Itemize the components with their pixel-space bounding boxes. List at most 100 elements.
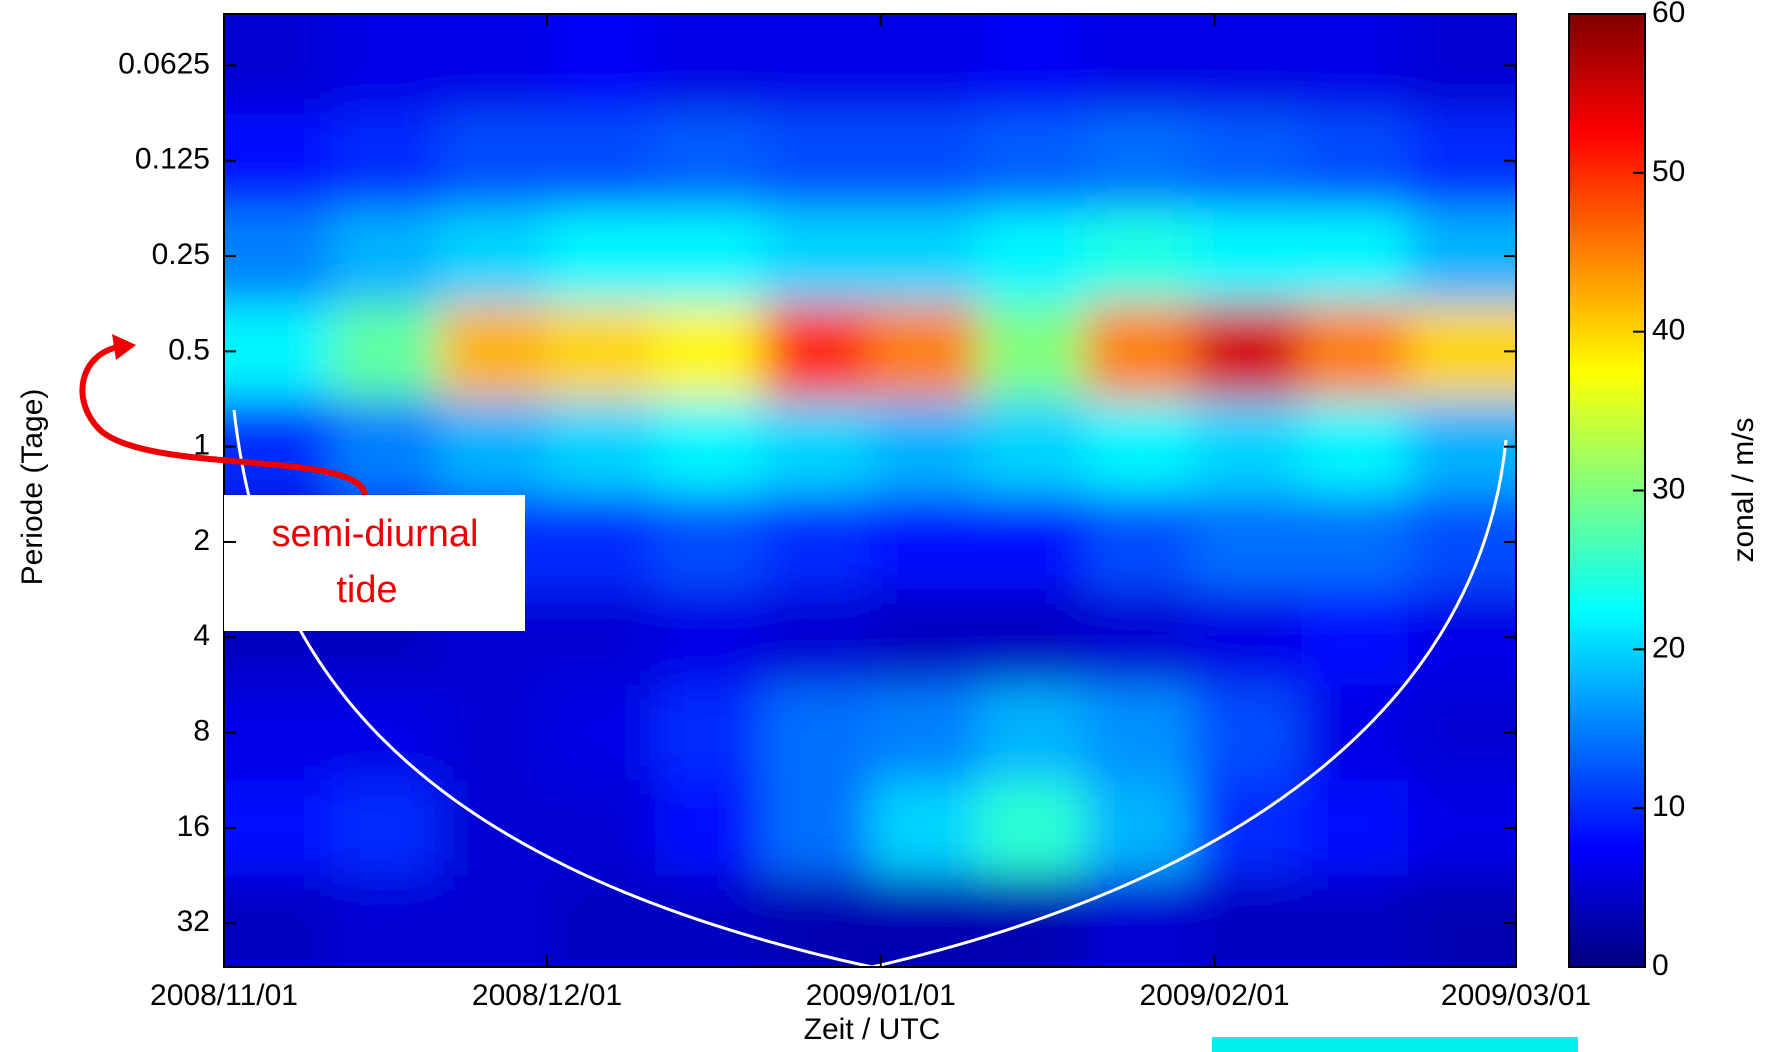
heatmap-cell	[1193, 875, 1302, 967]
heatmap-cell	[977, 113, 1087, 210]
heatmap-cell	[870, 780, 979, 877]
heatmap-cell	[331, 875, 441, 967]
heatmap-cell	[1408, 208, 1516, 305]
heatmap-cell	[224, 14, 333, 115]
heatmap-cell	[331, 113, 441, 210]
heatmap-cell	[224, 303, 333, 401]
heatmap-cell	[439, 113, 548, 210]
heatmap-cell	[1408, 14, 1516, 115]
heatmap-cell	[439, 399, 548, 496]
colorbar-title: zonal / m/s	[1727, 417, 1760, 562]
annotation-box	[224, 495, 525, 631]
heatmap-cell	[1193, 684, 1302, 782]
annotation-arrow	[79, 344, 368, 496]
colorbar	[1568, 13, 1646, 968]
y-tick-label: 0.25	[152, 238, 210, 271]
colorbar-tick-label: 60	[1652, 0, 1685, 29]
heatmap-cell	[1408, 303, 1516, 401]
heatmap-cell	[1085, 303, 1194, 401]
heatmap-cell	[870, 113, 979, 210]
heatmap-cell	[762, 589, 871, 686]
heatmap-cell	[654, 399, 764, 496]
x-tick-label: 2008/12/01	[472, 979, 622, 1012]
heatmap-cell	[547, 113, 656, 210]
heatmap-cell	[1408, 399, 1516, 496]
y-tick-label: 0.125	[135, 143, 210, 176]
heatmap-cell	[224, 113, 333, 210]
heatmap-cell	[1085, 875, 1194, 967]
heatmap-cell	[1408, 494, 1516, 591]
y-tick-label: 2	[193, 524, 210, 557]
y-tick-label: 16	[177, 810, 210, 843]
heatmap-cell	[654, 113, 764, 210]
heatmap-cell	[870, 14, 979, 115]
heatmap-cell	[1193, 494, 1302, 591]
colorbar-tick-label: 30	[1652, 472, 1685, 505]
heatmap-cell	[331, 208, 441, 305]
heatmap-cell	[870, 303, 979, 401]
heatmap-cell	[1300, 780, 1410, 877]
heatmap-cell	[547, 208, 656, 305]
heatmap-cell	[439, 14, 548, 115]
heatmap-cell	[977, 303, 1087, 401]
x-tick-label: 2009/03/01	[1441, 979, 1591, 1012]
heatmap	[224, 14, 1516, 967]
heatmap-cell	[331, 14, 441, 115]
y-tick-label: 8	[193, 715, 210, 748]
highlight-bar	[1212, 1037, 1578, 1052]
heatmap-cell	[1193, 208, 1302, 305]
heatmap-cell	[654, 303, 764, 401]
annotation-line: tide	[336, 569, 397, 611]
heatmap-cell	[1085, 589, 1194, 686]
heatmap-cell	[1408, 589, 1516, 686]
heatmap-cell	[1300, 399, 1410, 496]
heatmap-cell	[870, 684, 979, 782]
heatmap-cell	[1085, 14, 1194, 115]
heatmap-cell	[547, 303, 656, 401]
heatmap-cell	[977, 399, 1087, 496]
heatmap-cell	[224, 208, 333, 305]
heatmap-cell	[1193, 589, 1302, 686]
heatmap-cell	[439, 875, 548, 967]
heatmap-cell	[977, 494, 1087, 591]
heatmap-cell	[439, 780, 548, 877]
heatmap-cell	[654, 494, 764, 591]
heatmap-cell	[977, 875, 1087, 967]
colorbar-tick-label: 50	[1652, 155, 1685, 188]
heatmap-cell	[977, 780, 1087, 877]
heatmap-cell	[1300, 494, 1410, 591]
heatmap-cell	[654, 14, 764, 115]
heatmap-cell	[1085, 399, 1194, 496]
heatmap-cell	[1408, 875, 1516, 967]
heatmap-cell	[1085, 208, 1194, 305]
heatmap-cell	[870, 208, 979, 305]
y-tick-label: 1	[193, 429, 210, 462]
y-axis-title: Periode (Tage)	[16, 389, 49, 586]
x-tick-label: 2009/01/01	[806, 979, 956, 1012]
heatmap-cell	[870, 399, 979, 496]
heatmap-cell	[224, 684, 333, 782]
heatmap-cell	[762, 113, 871, 210]
heatmap-cell	[1085, 684, 1194, 782]
heatmap-cell	[439, 684, 548, 782]
heatmap-cell	[439, 208, 548, 305]
heatmap-cell	[1300, 113, 1410, 210]
heatmap-cell	[547, 684, 656, 782]
heatmap-cell	[1408, 684, 1516, 782]
heatmap-cell	[1193, 14, 1302, 115]
heatmap-cell	[1300, 875, 1410, 967]
heatmap-cell	[439, 303, 548, 401]
heatmap-cell	[762, 684, 871, 782]
x-tick-label: 2008/11/01	[150, 979, 298, 1012]
heatmap-cell	[870, 494, 979, 591]
heatmap-cell	[224, 875, 333, 967]
colorbar-tick-label: 40	[1652, 314, 1685, 347]
heatmap-cell	[762, 303, 871, 401]
heatmap-cell	[870, 875, 979, 967]
heatmap-cell	[547, 780, 656, 877]
y-tick-label: 4	[193, 619, 210, 652]
heatmap-cell	[762, 14, 871, 115]
heatmap-cell	[762, 780, 871, 877]
